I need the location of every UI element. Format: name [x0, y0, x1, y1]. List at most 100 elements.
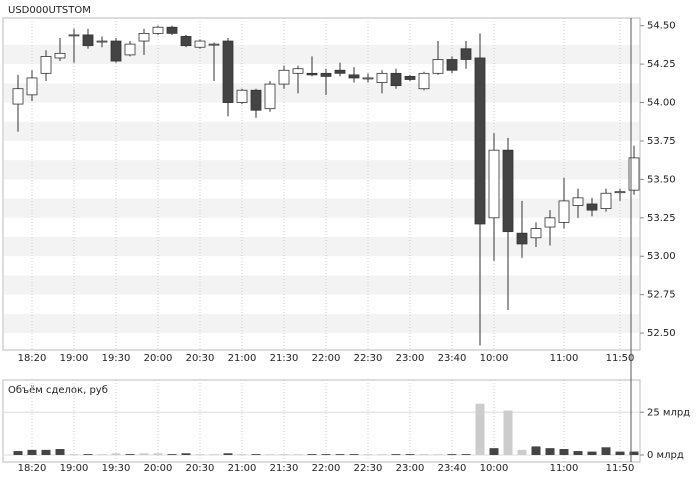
- candle-body: [516, 232, 528, 245]
- x-tick-label: 20:00: [144, 353, 173, 364]
- candle-body: [530, 228, 542, 239]
- candle-body: [558, 200, 570, 223]
- grid-band: [4, 83, 639, 103]
- volume-bar: [223, 453, 233, 455]
- candle-body: [446, 59, 458, 71]
- volume-bar: [41, 449, 51, 455]
- volume-bar: [13, 451, 23, 455]
- volume-bar: [461, 454, 471, 455]
- y-tick-label: 54.25: [647, 59, 676, 70]
- volume-bar: [293, 454, 303, 455]
- y-tick-label: 52.75: [647, 290, 676, 301]
- candle-body: [348, 74, 360, 79]
- volume-bar: [181, 453, 191, 455]
- candle-body: [390, 72, 402, 87]
- volume-bar: [139, 453, 149, 455]
- grid-band: [4, 237, 639, 257]
- candle-body: [124, 43, 136, 56]
- volume-bar: [111, 453, 121, 455]
- y-tick-label: 0 млрд: [647, 450, 684, 461]
- volume-bar: [69, 454, 79, 455]
- x-tick-label: 22:00: [312, 353, 341, 364]
- x-tick-label: 10:00: [480, 463, 509, 474]
- x-tick-label: 11:00: [550, 463, 579, 474]
- x-tick-label: 22:30: [354, 353, 383, 364]
- volume-bar: [195, 454, 205, 455]
- x-tick-label: 18:20: [18, 353, 47, 364]
- y-tick-label: 52.50: [647, 328, 676, 339]
- candle-body: [166, 26, 178, 34]
- candle-body: [152, 26, 164, 34]
- volume-bar: [27, 449, 37, 455]
- grid-band: [4, 160, 639, 180]
- volume-bar: [573, 451, 583, 455]
- volume-bar: [307, 454, 317, 455]
- candle-body: [54, 52, 66, 59]
- candle-body: [600, 192, 612, 209]
- x-tick-label: 20:00: [144, 463, 173, 474]
- y-tick-label: 53.50: [647, 174, 676, 185]
- price-panel: [2, 17, 641, 351]
- candle-body: [586, 203, 598, 211]
- grid-band: [4, 121, 639, 141]
- volume-bar: [629, 451, 639, 455]
- candle-body: [40, 56, 52, 74]
- y-tick-label: 53.00: [647, 251, 676, 262]
- candle-body: [334, 69, 346, 74]
- candle-body: [110, 40, 122, 62]
- volume-bar: [433, 454, 443, 455]
- volume-bar: [321, 454, 331, 455]
- y-tick-label: 54.50: [647, 21, 676, 32]
- x-tick-label: 23:40: [438, 463, 467, 474]
- volume-bar: [475, 403, 485, 455]
- grid-band: [4, 275, 639, 295]
- volume-bar: [363, 454, 373, 455]
- x-tick-label: 23:00: [396, 463, 425, 474]
- y-tick-label: 53.25: [647, 213, 676, 224]
- x-tick-label: 21:00: [228, 463, 257, 474]
- volume-bar: [559, 449, 569, 455]
- volume-bar: [489, 448, 499, 455]
- volume-bar: [279, 454, 289, 455]
- candle-body: [194, 40, 206, 48]
- x-tick-label: 22:30: [354, 463, 383, 474]
- volume-bar: [167, 454, 177, 455]
- x-tick-label: 23:40: [438, 353, 467, 364]
- volume-bar: [265, 454, 275, 455]
- volume-bar: [153, 453, 163, 455]
- candle-body: [572, 197, 584, 206]
- volume-bar: [405, 454, 415, 455]
- x-tick-label: 11:50: [606, 463, 635, 474]
- candle-body: [180, 36, 192, 47]
- volume-bar: [251, 454, 261, 455]
- volume-bar: [517, 449, 527, 455]
- candle-body: [460, 48, 472, 60]
- candle-body: [208, 43, 220, 46]
- x-tick-label: 11:00: [550, 353, 579, 364]
- candle-body: [432, 59, 444, 74]
- candle-body: [96, 40, 108, 43]
- volume-bar: [587, 451, 597, 455]
- volume-bar: [447, 454, 457, 455]
- x-tick-label: 11:50: [606, 353, 635, 364]
- volume-bar: [55, 449, 65, 455]
- candle-body: [68, 34, 80, 37]
- grid-band: [4, 313, 639, 334]
- candle-body: [474, 57, 486, 225]
- x-tick-label: 21:30: [270, 463, 299, 474]
- volume-title: Объём сделок, руб: [8, 385, 108, 396]
- grid-band: [4, 198, 639, 218]
- x-tick-label: 21:30: [270, 353, 299, 364]
- x-tick-label: 10:00: [480, 353, 509, 364]
- volume-bar: [83, 454, 93, 455]
- x-tick-label: 18:20: [18, 463, 47, 474]
- volume-bar: [209, 454, 219, 455]
- candle-body: [614, 191, 626, 194]
- candle-body: [26, 77, 38, 96]
- candle-body: [236, 89, 248, 103]
- x-tick-label: 20:30: [186, 463, 215, 474]
- candle-body: [628, 157, 640, 191]
- x-tick-label: 19:30: [102, 353, 131, 364]
- candle-body: [264, 83, 276, 110]
